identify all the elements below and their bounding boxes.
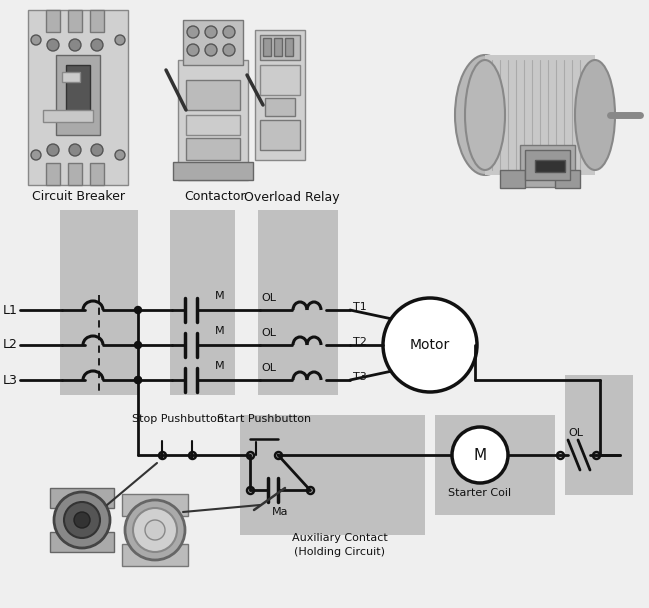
Text: Motor: Motor	[410, 338, 450, 352]
Text: Stop Pushbutton: Stop Pushbutton	[132, 414, 224, 424]
Circle shape	[64, 502, 100, 538]
Circle shape	[187, 44, 199, 56]
Circle shape	[69, 39, 81, 51]
Bar	[260, 35, 300, 60]
Bar	[258, 210, 338, 395]
Text: L1: L1	[3, 303, 18, 317]
Bar	[62, 72, 80, 82]
Text: OL: OL	[569, 428, 583, 438]
Bar	[435, 415, 555, 515]
Circle shape	[47, 144, 59, 156]
Circle shape	[69, 144, 81, 156]
Text: T2: T2	[353, 337, 367, 347]
Circle shape	[47, 39, 59, 51]
Circle shape	[187, 26, 199, 38]
Text: T1: T1	[353, 302, 367, 312]
Bar	[265, 98, 295, 116]
Bar	[525, 150, 570, 180]
Text: OL: OL	[261, 363, 276, 373]
Bar	[240, 415, 425, 535]
Bar	[46, 163, 60, 185]
Text: M: M	[215, 291, 225, 301]
Circle shape	[91, 39, 103, 51]
Bar	[90, 163, 104, 185]
Bar	[260, 65, 300, 95]
Circle shape	[205, 26, 217, 38]
Bar	[170, 210, 235, 395]
Bar	[555, 170, 580, 188]
Text: (Holding Circuit): (Holding Circuit)	[295, 547, 386, 557]
Circle shape	[115, 150, 125, 160]
Bar	[66, 65, 90, 115]
Circle shape	[115, 35, 125, 45]
Text: L3: L3	[3, 373, 18, 387]
Text: M: M	[215, 361, 225, 371]
Bar	[56, 55, 100, 135]
Circle shape	[134, 306, 141, 314]
Circle shape	[223, 26, 235, 38]
Bar	[565, 375, 633, 425]
Circle shape	[134, 342, 141, 348]
Bar	[68, 163, 82, 185]
Text: OL: OL	[261, 293, 276, 303]
Bar	[186, 115, 240, 135]
Circle shape	[91, 144, 103, 156]
Bar	[535, 160, 565, 172]
Circle shape	[145, 520, 165, 540]
Text: Auxiliary Contact: Auxiliary Contact	[292, 533, 388, 543]
Bar	[285, 38, 293, 56]
Bar	[50, 532, 114, 552]
Bar	[173, 162, 253, 180]
Circle shape	[134, 376, 141, 384]
Bar	[260, 120, 300, 150]
Bar	[186, 138, 240, 160]
Circle shape	[74, 512, 90, 528]
Text: L2: L2	[3, 339, 18, 351]
Bar	[68, 10, 82, 32]
Text: Ma: Ma	[272, 507, 288, 517]
Text: OL: OL	[261, 328, 276, 338]
Bar	[565, 415, 633, 495]
Circle shape	[31, 150, 41, 160]
Text: Starter Coil: Starter Coil	[448, 488, 511, 498]
Text: Start Pushbutton: Start Pushbutton	[217, 414, 311, 424]
Bar	[255, 30, 305, 160]
Bar	[274, 38, 282, 56]
Bar	[90, 10, 104, 32]
Circle shape	[31, 35, 41, 45]
Bar	[186, 80, 240, 110]
Bar	[263, 38, 271, 56]
Circle shape	[54, 492, 110, 548]
Circle shape	[383, 298, 477, 392]
Bar	[43, 110, 93, 122]
Text: Overload Relay: Overload Relay	[244, 190, 340, 204]
Circle shape	[125, 500, 185, 560]
Text: T3: T3	[353, 372, 367, 382]
Bar	[500, 170, 525, 188]
Circle shape	[133, 508, 177, 552]
Bar	[485, 55, 595, 175]
Bar	[46, 10, 60, 32]
Text: Circuit Breaker: Circuit Breaker	[32, 190, 125, 204]
Circle shape	[452, 427, 508, 483]
Text: M: M	[473, 447, 487, 463]
Ellipse shape	[575, 60, 615, 170]
Bar	[520, 145, 575, 187]
Ellipse shape	[455, 55, 515, 175]
Bar	[50, 488, 114, 508]
Bar	[178, 60, 248, 180]
Bar	[122, 544, 188, 566]
Bar	[28, 10, 128, 185]
Bar	[183, 20, 243, 65]
Bar	[122, 494, 188, 516]
Text: Contactor: Contactor	[184, 190, 246, 204]
Text: M: M	[215, 326, 225, 336]
Circle shape	[134, 376, 141, 384]
Bar	[60, 210, 138, 395]
Circle shape	[205, 44, 217, 56]
Circle shape	[223, 44, 235, 56]
Ellipse shape	[465, 60, 505, 170]
